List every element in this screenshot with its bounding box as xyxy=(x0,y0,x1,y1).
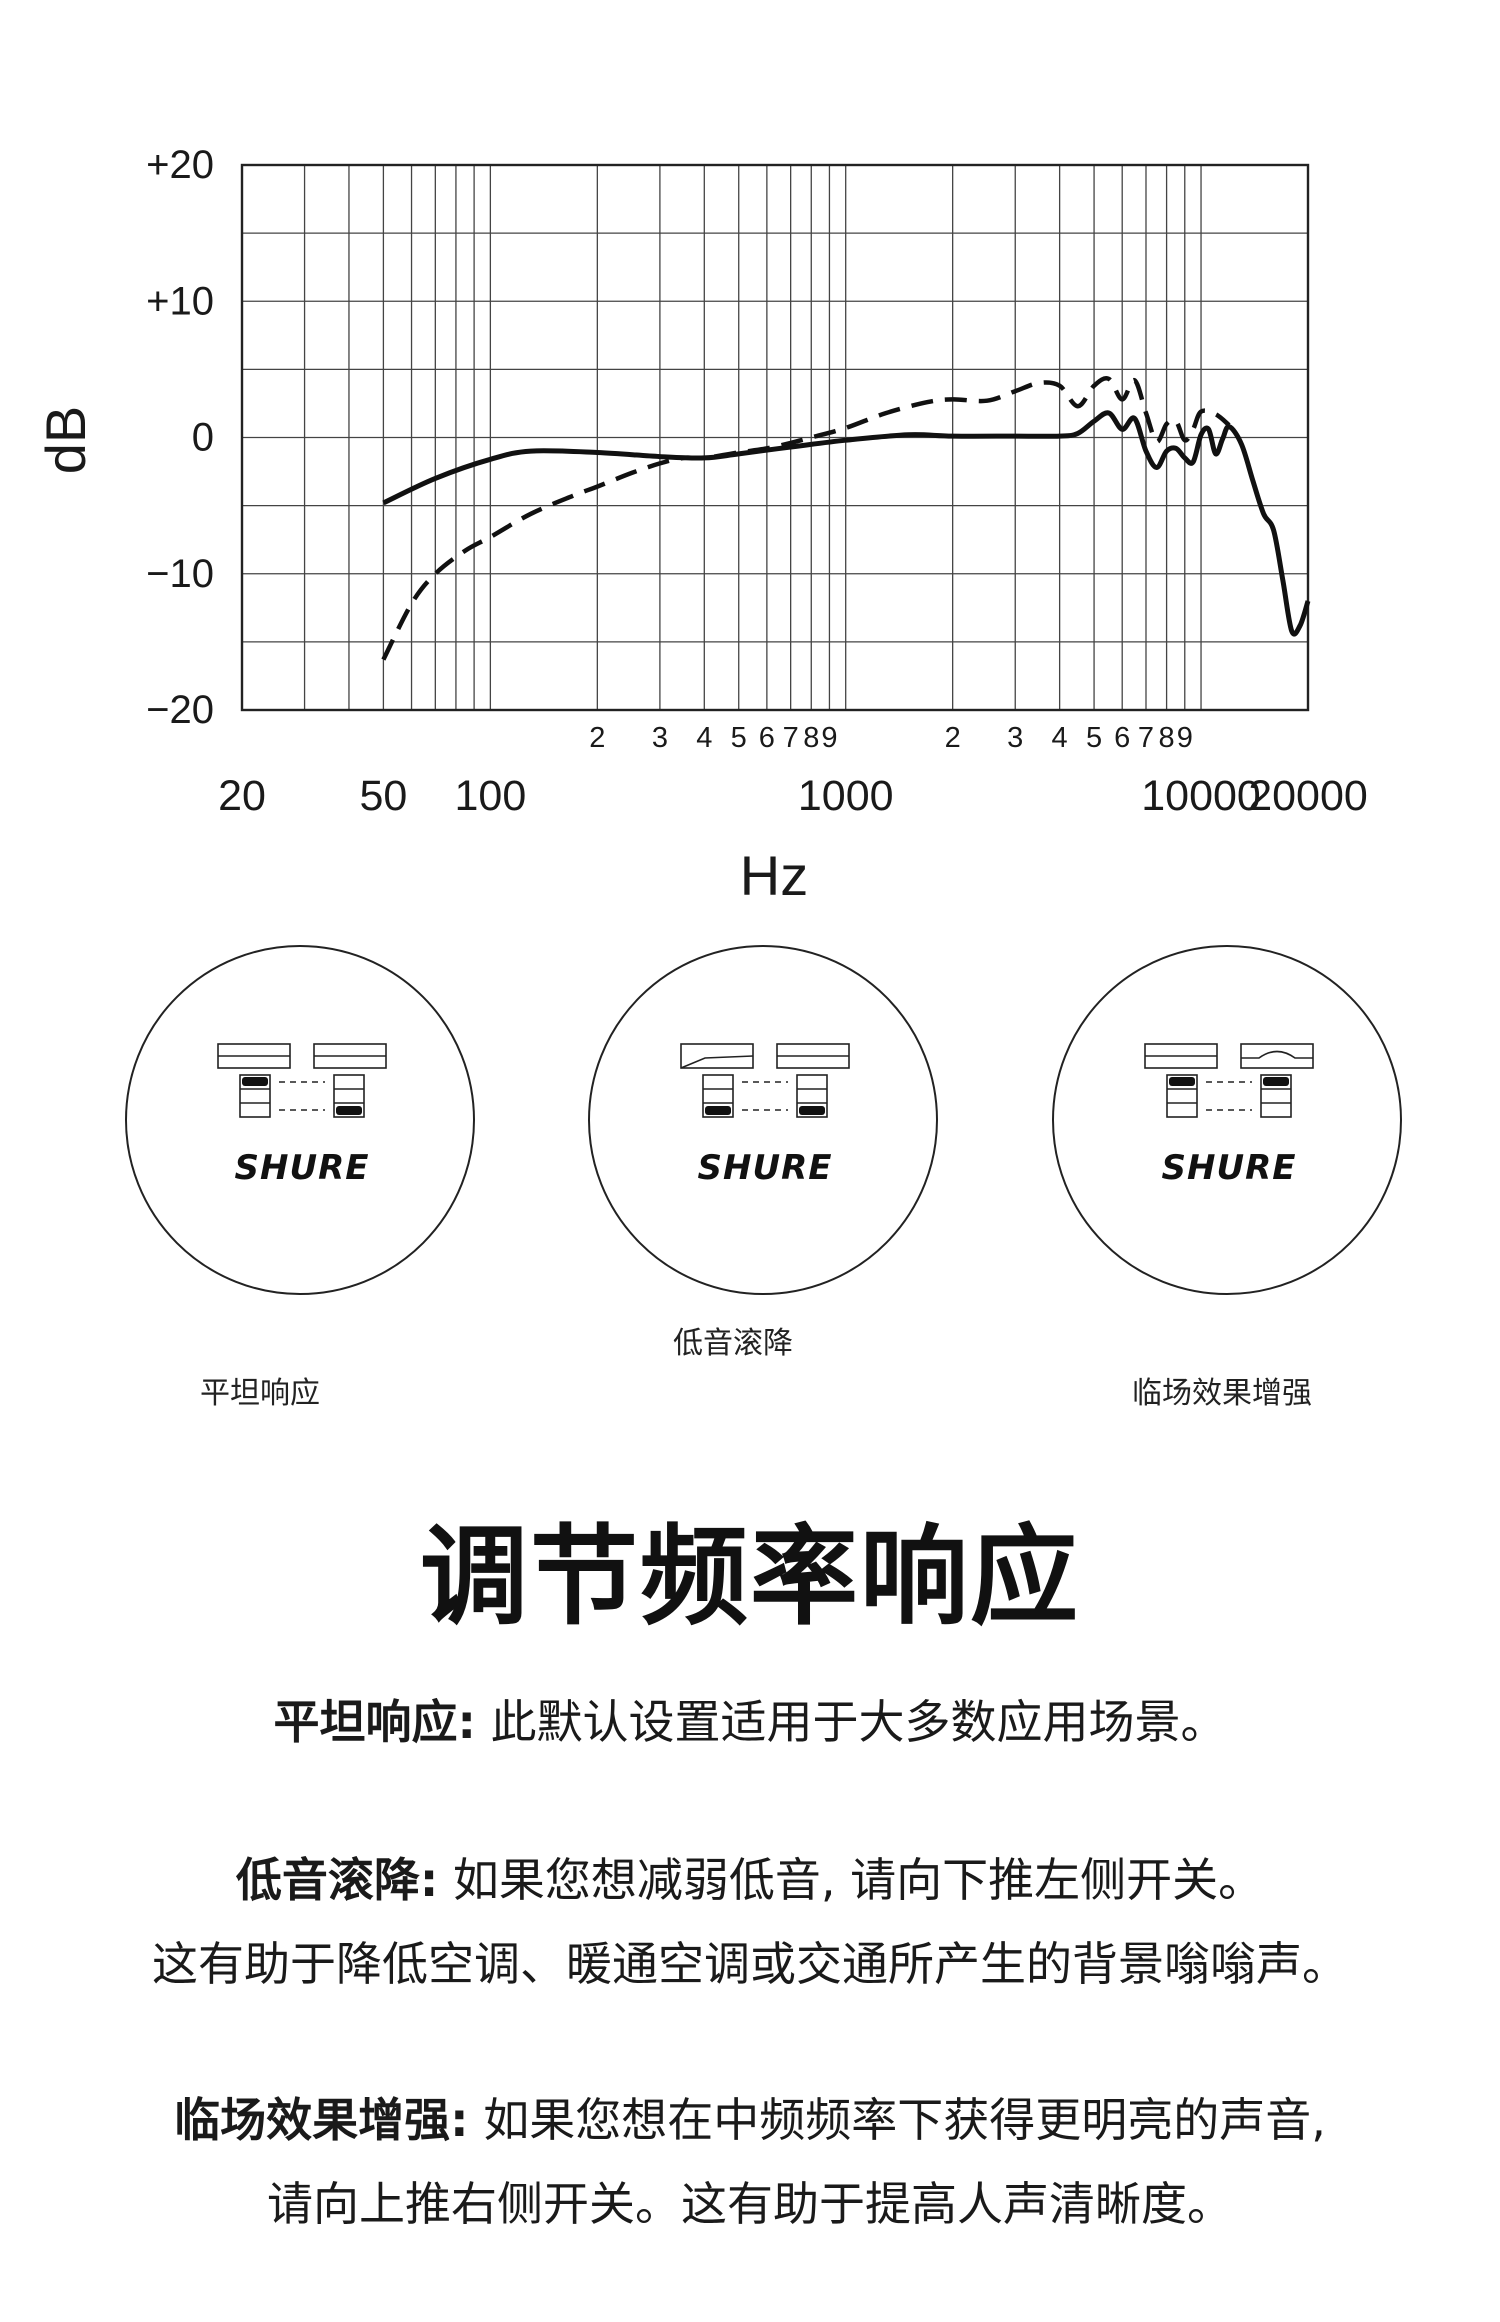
brand-logo: SHURE xyxy=(235,1148,370,1188)
y-tick-label: −20 xyxy=(146,688,214,732)
solid-response-curve xyxy=(382,410,1311,637)
x-major-tick-label: 100 xyxy=(454,772,526,820)
paragraph-line: 请向上推右侧开关。这有助于提高人声清晰度。 xyxy=(267,2177,1233,2231)
paragraph-text: 如果您想在中频频率下获得更明亮的声音, xyxy=(468,2093,1326,2147)
page-title: 调节频率响应 xyxy=(419,1515,1080,1640)
chart-curves xyxy=(381,376,1311,661)
x-major-tick-label: 1000 xyxy=(798,772,894,820)
chart-grid xyxy=(240,163,1310,712)
switch-illustration-lowcut: SHURE xyxy=(680,1043,850,1188)
paragraph-heading: 临场效果增强: xyxy=(174,2093,469,2147)
x-minor-tick-label: 5 xyxy=(731,722,747,754)
paragraph-line: 平坦响应: 此默认设置适用于大多数应用场景。 xyxy=(0,1680,1500,1764)
switch-illustration-presence: SHURE xyxy=(1144,1043,1314,1188)
x-major-tick-label: 20 xyxy=(218,772,266,820)
paragraph-line: 低音滚降: 如果您想减弱低音, 请向下推左侧开关。 xyxy=(0,1838,1500,1922)
x-minor-tick-label: 3 xyxy=(652,722,668,754)
x-major-tick-label: 50 xyxy=(359,772,407,820)
x-minor-tick-label: 8 xyxy=(803,722,819,754)
x-minor-tick-label: 9 xyxy=(1177,722,1193,754)
low-cut-switch-diagram: SHURE xyxy=(588,945,938,1295)
y-tick-label: +20 xyxy=(146,143,214,187)
x-minor-tick-label: 4 xyxy=(1052,722,1068,754)
presence-boost-switch-diagram: SHURE xyxy=(1052,945,1402,1295)
x-minor-tick-label: 5 xyxy=(1086,722,1102,754)
x-minor-tick-label: 2 xyxy=(945,722,961,754)
paragraph-presence: 临场效果增强: 如果您想在中频频率下获得更明亮的声音, 请向上推右侧开关。这有助… xyxy=(0,2078,1500,2246)
chart-labels: +20+100−10−202 3 4 5 6 7 8 9 2 3 4 5 6 7 8 920 50 100 1000… xyxy=(146,143,1368,820)
brand-logo: SHURE xyxy=(698,1148,833,1188)
caption-low-cut: 低音滚降 xyxy=(673,1326,793,1361)
paragraph-text: 此默认设置适用于大多数应用场景。 xyxy=(475,1695,1227,1749)
x-minor-tick-label: 2 xyxy=(589,722,605,754)
x-minor-tick-label: 7 xyxy=(1138,722,1154,754)
brand-logo: SHURE xyxy=(1162,1148,1297,1188)
y-tick-label: +10 xyxy=(146,279,214,323)
x-major-tick-label: 20000 xyxy=(1248,772,1368,820)
x-minor-tick-label: 6 xyxy=(759,722,775,754)
x-minor-tick-label: 4 xyxy=(696,722,712,754)
caption-presence-boost: 临场效果增强 xyxy=(1132,1376,1312,1411)
x-minor-tick-label: 7 xyxy=(783,722,799,754)
switch-illustration-flat: SHURE xyxy=(217,1043,387,1188)
flat-response-switch-diagram: SHURE xyxy=(125,945,475,1295)
x-major-tick-label: 10000 xyxy=(1141,772,1261,820)
x-minor-tick-label: 3 xyxy=(1007,722,1023,754)
paragraph-heading: 平坦响应: xyxy=(273,1695,476,1749)
x-minor-tick-label: 9 xyxy=(821,722,837,754)
y-tick-label: 0 xyxy=(192,416,214,460)
y-axis-label: dB xyxy=(34,406,97,475)
paragraph-flat: 平坦响应: 此默认设置适用于大多数应用场景。 xyxy=(0,1680,1500,1764)
paragraph-line: 临场效果增强: 如果您想在中频频率下获得更明亮的声音, xyxy=(0,2078,1500,2162)
dashed-response-curve xyxy=(381,376,1231,661)
paragraph-low-cut: 低音滚降: 如果您想减弱低音, 请向下推左侧开关。 这有助于降低空调、暖通空调或… xyxy=(0,1838,1500,2006)
paragraph-text: 如果您想减弱低音, 请向下推左侧开关。 xyxy=(438,1853,1265,1907)
paragraph-heading: 低音滚降: xyxy=(235,1853,439,1907)
x-minor-tick-label: 6 xyxy=(1114,722,1130,754)
paragraph-line: 这有助于降低空调、暖通空调或交通所产生的背景嗡嗡声。 xyxy=(152,1937,1348,1991)
plot-frame xyxy=(240,163,1310,712)
x-minor-tick-label: 8 xyxy=(1159,722,1175,754)
caption-flat-response: 平坦响应 xyxy=(200,1376,320,1411)
x-axis-label: Hz xyxy=(740,844,808,900)
y-tick-label: −10 xyxy=(146,552,214,596)
frequency-response-chart: +20+100−10−202 3 4 5 6 7 8 9 2 3 4 5 6 7 8 920 50 100 1000… xyxy=(0,0,1500,900)
